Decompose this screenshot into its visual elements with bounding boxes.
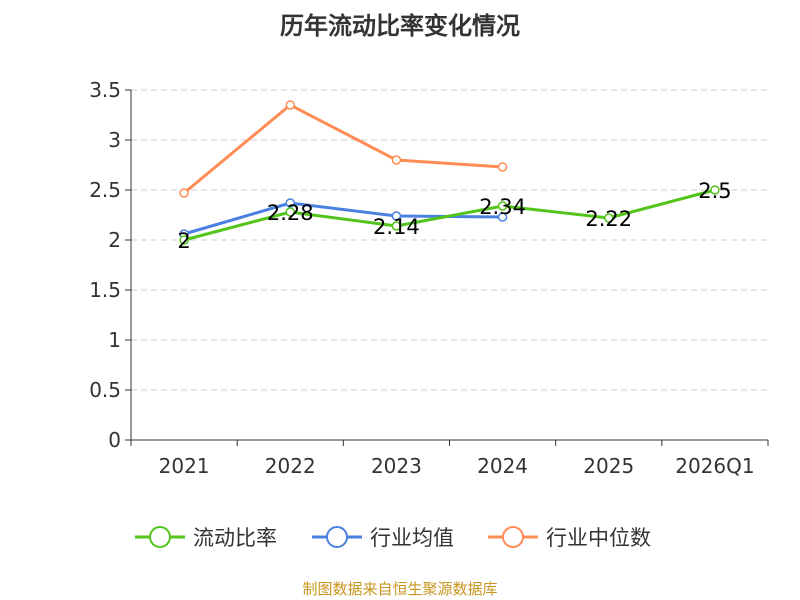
x-tick-label: 2023 [371, 454, 422, 478]
data-label: 2 [177, 229, 190, 253]
legend-label: 行业均值 [370, 526, 454, 550]
x-tick-label: 2021 [159, 454, 210, 478]
data-point [391, 211, 402, 221]
y-tick-label: 3 [108, 128, 121, 152]
data-point [497, 201, 508, 211]
legend-marker [502, 526, 524, 548]
data-point [179, 235, 189, 245]
data-label: 2.5 [698, 179, 731, 203]
series-line [183, 103, 503, 195]
chart-title: 历年流动比率变化情况 [280, 12, 520, 40]
legend-marker [149, 526, 171, 548]
y-tick-label: 2 [108, 228, 121, 252]
y-tick-label: 1 [108, 328, 121, 352]
data-point [710, 185, 720, 195]
x-tick-label: 2025 [583, 454, 634, 478]
data-label: 2.22 [585, 207, 632, 231]
data-point [285, 207, 295, 217]
legend-marker [326, 526, 348, 548]
source-note: 制图数据来自恒生聚源数据库 [302, 580, 498, 598]
legend-label: 行业中位数 [546, 526, 651, 550]
data-label: 2.28 [267, 201, 314, 225]
data-point [391, 221, 402, 231]
data-point [497, 162, 508, 172]
data-point [285, 198, 295, 208]
series-line [183, 188, 716, 242]
y-tick-label: 0 [108, 428, 121, 452]
y-tick-label: 2.5 [89, 178, 121, 202]
y-tick-label: 3.5 [89, 78, 121, 102]
data-label: 2.34 [479, 195, 526, 219]
x-tick-label: 2022 [265, 454, 316, 478]
data-point [285, 100, 295, 110]
data-point [391, 155, 402, 165]
data-point [497, 212, 508, 222]
x-tick-label: 2026Q1 [675, 454, 754, 478]
legend-label: 流动比率 [193, 526, 277, 550]
data-point [179, 188, 189, 198]
data-label: 2.14 [373, 215, 420, 239]
x-tick-label: 2024 [477, 454, 528, 478]
y-tick-label: 1.5 [89, 278, 121, 302]
data-point [604, 213, 614, 223]
y-tick-label: 0.5 [89, 378, 121, 402]
